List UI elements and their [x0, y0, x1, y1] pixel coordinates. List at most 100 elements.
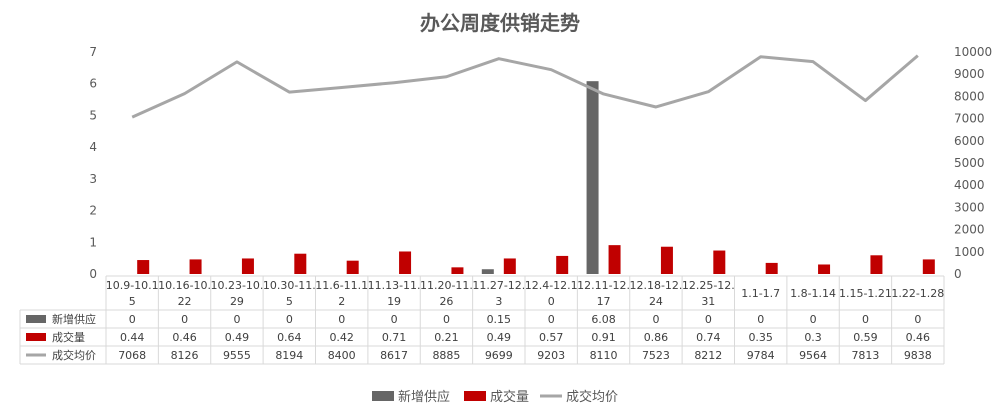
legend-swatch	[372, 391, 394, 401]
category-label: 12.11-12.	[577, 279, 630, 292]
table-cell-value: 0.86	[644, 331, 669, 344]
table-cell-value: 0	[338, 313, 345, 326]
chart-title: 办公周度供销走势	[420, 11, 580, 35]
table-cell-value: 0	[810, 313, 817, 326]
category-label: 11.6-11.1	[315, 279, 368, 292]
left-axis-tick-label: 5	[89, 108, 97, 122]
category-label: 10.16-10.	[158, 279, 211, 292]
table-cell-value: 9838	[904, 349, 932, 362]
left-axis-tick-label: 1	[89, 235, 97, 249]
bar-volume	[556, 255, 569, 274]
bar-volume	[346, 260, 359, 274]
table-cell-value: 0.44	[120, 331, 145, 344]
table-cell-value: 0.15	[487, 313, 512, 326]
table-cell-value: 0	[757, 313, 764, 326]
bar-volume	[713, 250, 726, 274]
category-label: 12.18-12.	[629, 279, 682, 292]
legend-label: 成交均价	[566, 389, 618, 405]
legend-swatch	[464, 391, 486, 401]
table-cell-value: 8110	[590, 349, 618, 362]
category-label: 31	[701, 295, 715, 308]
bar-volume	[294, 253, 307, 274]
right-axis-tick-label: 8000	[954, 89, 985, 103]
table-cell-value: 0.74	[696, 331, 721, 344]
table-cell-value: 9564	[799, 349, 827, 362]
bar-volume	[399, 251, 412, 274]
legend-label: 新增供应	[398, 389, 450, 405]
right-axis-tick-label: 3000	[954, 200, 985, 214]
legend: 新增供应 成交量 成交均价	[372, 389, 618, 405]
data-table: 10.9-10.1 5 10.16-10. 22 10.23-10. 29 10.30-11…	[19, 275, 945, 365]
bars-group	[137, 81, 935, 274]
bar-volume	[189, 259, 202, 274]
table-series-name: 成交均价	[52, 348, 96, 362]
category-label: 1.8-1.14	[790, 287, 836, 300]
bar-volume	[660, 246, 673, 274]
right-axis-tick-label: 4000	[954, 178, 985, 192]
table-cell-value: 0.64	[277, 331, 302, 344]
bar-new-supply	[481, 269, 494, 274]
right-axis-tick-label: 7000	[954, 112, 985, 126]
table-cell-value: 0	[129, 313, 136, 326]
table-cell-value: 6.08	[591, 313, 616, 326]
right-axis-tick-label: 1000	[954, 245, 985, 259]
table-cell-value: 0.71	[382, 331, 407, 344]
category-label: 29	[230, 295, 244, 308]
table-cell-value: 8400	[328, 349, 356, 362]
table-cell-value: 7068	[118, 349, 146, 362]
line-group	[131, 54, 919, 119]
category-label: 0	[548, 295, 555, 308]
category-label: 26	[439, 295, 453, 308]
bar-volume	[818, 264, 831, 274]
table-cell-value: 0	[391, 313, 398, 326]
table-cell-value: 0.91	[591, 331, 616, 344]
right-axis-tick-label: 9000	[954, 67, 985, 81]
table-cell-value: 0	[862, 313, 869, 326]
right-axis-tick-label: 2000	[954, 223, 985, 237]
table-cell-value: 0	[233, 313, 240, 326]
category-label: 17	[597, 295, 611, 308]
table-cell-value: 0.49	[225, 331, 250, 344]
category-label: 5	[129, 295, 136, 308]
category-label: 1.15-1.21	[839, 287, 892, 300]
bar-volume	[241, 258, 254, 274]
left-axis-tick-label: 4	[89, 140, 97, 154]
category-label: 11.27-12.	[472, 279, 525, 292]
table-series-name: 新增供应	[52, 312, 96, 326]
category-label: 2	[338, 295, 345, 308]
table-cell-value: 9555	[223, 349, 251, 362]
table-cell-value: 0	[705, 313, 712, 326]
table-cell-value: 8194	[275, 349, 303, 362]
table-cell-value: 0.35	[748, 331, 773, 344]
right-axis-tick-label: 0	[954, 267, 962, 281]
bar-volume	[870, 255, 883, 274]
table-series-name: 成交量	[52, 330, 85, 344]
table-cell-value: 0	[548, 313, 555, 326]
left-axis-tick-label: 0	[89, 267, 97, 281]
table-cell-value: 0	[181, 313, 188, 326]
left-axis-tick-label: 6	[89, 77, 97, 91]
table-cell-value: 0	[443, 313, 450, 326]
left-axis-tick-label: 7	[89, 45, 97, 59]
table-cell-value: 8212	[694, 349, 722, 362]
table-cell-value: 0.3	[804, 331, 822, 344]
table-cell-value: 0.49	[487, 331, 512, 344]
category-label: 12.4-12.1	[525, 279, 578, 292]
category-label: 1.22-1.28	[891, 287, 944, 300]
bar-volume	[451, 267, 464, 274]
axes-group: 0 1 2 3 4 5 6 7 0 1000 2000 3000 4000 5000 6000 7000 800…	[89, 45, 992, 281]
bar-volume	[503, 258, 516, 274]
table-cell-value: 8126	[171, 349, 199, 362]
table-cell-value: 0	[286, 313, 293, 326]
table-cell-value: 0	[652, 313, 659, 326]
table-cell-value: 9784	[747, 349, 775, 362]
bar-volume	[765, 262, 778, 274]
legend-label: 成交量	[490, 389, 529, 405]
left-axis-tick-label: 3	[89, 172, 97, 186]
bar-volume	[137, 260, 150, 274]
category-label: 3	[495, 295, 502, 308]
table-cell-value: 0.59	[853, 331, 878, 344]
line-avg-price	[131, 54, 919, 119]
